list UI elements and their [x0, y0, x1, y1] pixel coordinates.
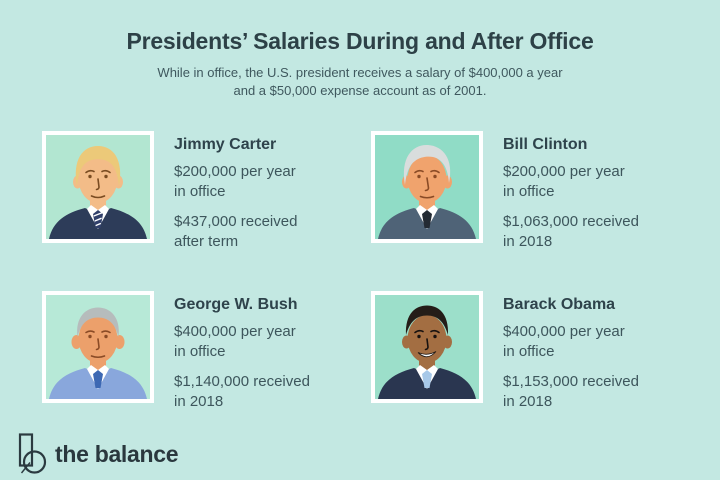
george-w-bush-illustration-icon: [46, 295, 150, 399]
salary-after-office: $1,153,000 received in 2018: [503, 373, 639, 410]
page-subtitle: While in office, the U.S. president rece…: [0, 64, 720, 100]
salary-after-office: $437,000 received after term: [174, 213, 298, 250]
portrait-jimmy-carter: [42, 131, 154, 243]
president-info: Jimmy Carter $200,000 per year in office …: [174, 131, 352, 252]
president-card-bill-clinton: Bill Clinton $200,000 per year in office …: [371, 131, 681, 252]
subtitle-line-2: and a $50,000 expense account as of 2001…: [233, 83, 487, 98]
president-info: George W. Bush $400,000 per year in offic…: [174, 291, 352, 412]
barack-obama-illustration-icon: [375, 295, 479, 399]
the-balance-b-icon: [18, 433, 47, 474]
president-name: George W. Bush: [174, 296, 298, 313]
president-card-jimmy-carter: Jimmy Carter $200,000 per year in office …: [42, 131, 352, 252]
president-name: Jimmy Carter: [174, 136, 277, 153]
salary-after-office: $1,140,000 received in 2018: [174, 373, 310, 410]
brand-logo: the balance: [18, 433, 179, 475]
header: Presidents’ Salaries During and After Of…: [0, 28, 720, 100]
salary-in-office: $400,000 per year in office: [503, 323, 625, 360]
president-name: Bill Clinton: [503, 136, 588, 153]
president-card-george-w-bush: George W. Bush $400,000 per year in offic…: [42, 291, 352, 412]
page-title: Presidents’ Salaries During and After Of…: [126, 28, 594, 54]
portrait-bill-clinton: [371, 131, 483, 243]
portrait-george-w-bush: [42, 291, 154, 403]
president-card-barack-obama: Barack Obama $400,000 per year in office …: [371, 291, 681, 412]
bill-clinton-illustration-icon: [375, 135, 479, 239]
president-info: Barack Obama $400,000 per year in office …: [503, 291, 681, 412]
brand-name: the balance: [55, 440, 179, 467]
salary-after-office: $1,063,000 received in 2018: [503, 213, 639, 250]
salary-in-office: $200,000 per year in office: [174, 163, 296, 200]
jimmy-carter-illustration-icon: [46, 135, 150, 239]
salary-in-office: $400,000 per year in office: [174, 323, 296, 360]
portrait-barack-obama: [371, 291, 483, 403]
subtitle-line-1: While in office, the U.S. president rece…: [157, 65, 563, 80]
president-info: Bill Clinton $200,000 per year in office …: [503, 131, 681, 252]
salary-in-office: $200,000 per year in office: [503, 163, 625, 200]
president-name: Barack Obama: [503, 296, 616, 313]
